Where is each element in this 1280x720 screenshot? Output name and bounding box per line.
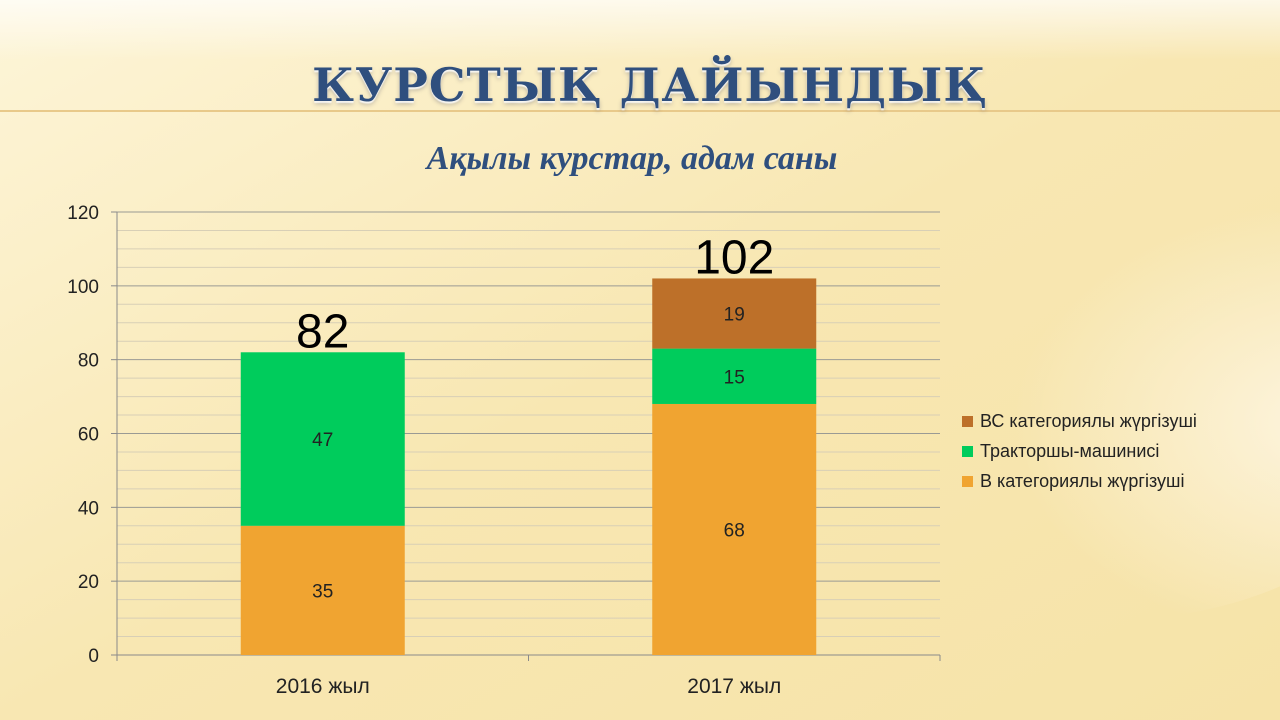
bar-value-label: 15 [724, 367, 745, 388]
bar-segment [652, 348, 817, 404]
y-tick-label: 40 [78, 498, 99, 519]
bar-total-label: 82 [296, 305, 349, 358]
x-category-label: 2017 жыл [687, 675, 781, 698]
legend-item: В категориялы жүргізуші [962, 466, 1197, 496]
legend-swatch [962, 475, 973, 487]
legend-item: Тракторшы-машинисі [962, 436, 1197, 466]
y-tick-label: 20 [78, 572, 99, 593]
bar-value-label: 68 [724, 520, 745, 541]
legend-swatch [962, 415, 973, 427]
y-tick-label: 100 [67, 277, 99, 298]
bar-value-label: 19 [724, 305, 745, 326]
chart-legend: ВС категориялы жүргізуші Тракторшы-машини… [962, 406, 1197, 496]
slide-title: КУРСТЫҚ ДАЙЫНДЫҚ [312, 58, 988, 112]
legend-swatch [962, 445, 973, 457]
x-category-label: 2016 жыл [276, 675, 370, 698]
chart-subtitle: Ақылы курстар, адам саны [426, 140, 838, 177]
y-tick-label: 60 [78, 425, 99, 446]
y-tick-label: 80 [78, 351, 99, 372]
legend-item: ВС категориялы жүргізуші [962, 406, 1197, 436]
legend-label: ВС категориялы жүргізуші [980, 410, 1197, 431]
bar-value-label: 35 [312, 581, 333, 602]
bar-segment [652, 278, 817, 349]
y-tick-label: 120 [67, 203, 99, 224]
bar-value-label: 47 [312, 430, 333, 451]
bar-total-label: 102 [694, 231, 774, 284]
legend-label: Тракторшы-машинисі [980, 440, 1160, 461]
bar-segment [652, 403, 817, 655]
legend-label: В категориялы жүргізуші [980, 470, 1185, 491]
y-tick-label: 0 [88, 646, 99, 667]
bar-segment [240, 525, 405, 655]
stacked-bar-chart: 0 20 40 60 80 100 120 35 47 82 2016 жыл 68 15 19 102 20… [67, 203, 941, 698]
bar-segment [240, 352, 405, 526]
